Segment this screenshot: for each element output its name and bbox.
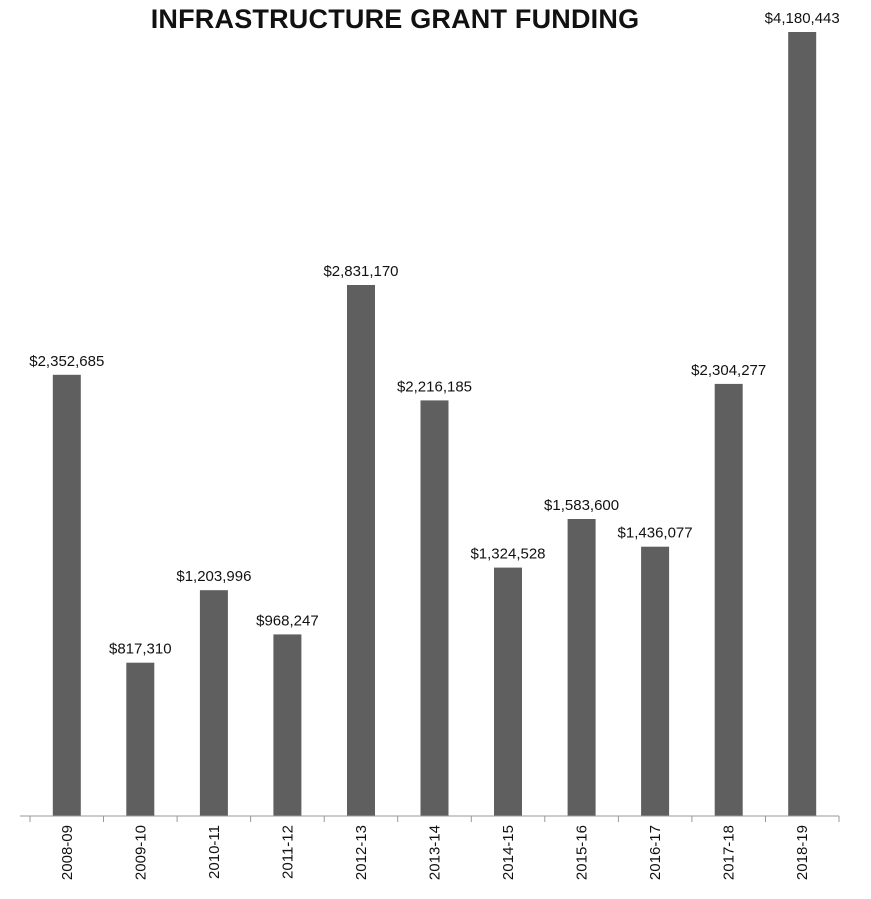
tick-label-2014-15: 2014-15: [500, 825, 517, 880]
value-label-2010-11: $1,203,996: [176, 568, 251, 585]
value-label-2013-14: $2,216,185: [397, 378, 472, 395]
value-label-2009-10: $817,310: [109, 641, 172, 658]
bars-group: [52, 32, 817, 816]
tick-label-2008-09: 2008-09: [59, 825, 76, 880]
value-label-2016-17: $1,436,077: [618, 525, 693, 542]
value-label-2014-15: $1,324,528: [470, 546, 545, 563]
tick-label-2018-19: 2018-19: [794, 825, 811, 880]
tick-label-2017-18: 2017-18: [721, 825, 738, 880]
bar-2011-12: [273, 634, 302, 816]
bar-2010-11: [199, 590, 228, 816]
bar-2008-09: [52, 374, 81, 816]
tick-label-2012-13: 2012-13: [353, 825, 370, 880]
bar-2018-19: [788, 32, 817, 816]
bar-2016-17: [641, 546, 670, 816]
bar-2012-13: [347, 285, 375, 816]
tick-label-2015-16: 2015-16: [574, 825, 591, 880]
bar-2013-14: [420, 400, 449, 816]
value-labels-group: $2,352,685 $817,310 $1,203,996 $968,247 $2,8…: [29, 10, 839, 658]
tick-label-2010-11: 2010-11: [206, 825, 223, 879]
value-label-2018-19: $4,180,443: [765, 10, 840, 27]
chart-title: INFRASTRUCTURE GRANT FUNDING: [150, 4, 640, 34]
bar-2014-15: [494, 567, 522, 816]
bar-2009-10: [126, 662, 155, 816]
x-axis: 2008-09 2009-10 2010-11 2011-12 2012-13 2013-…: [20, 815, 840, 880]
tick-label-2016-17: 2016-17: [647, 825, 664, 880]
value-label-2008-09: $2,352,685: [29, 353, 104, 370]
tick-label-2013-14: 2013-14: [427, 825, 444, 880]
tick-label-2009-10: 2009-10: [132, 825, 149, 880]
bar-2015-16: [567, 519, 596, 816]
value-label-2012-13: $2,831,170: [323, 263, 398, 280]
tick-label-2011-12: 2011-12: [279, 825, 296, 879]
bar-2017-18: [714, 383, 743, 816]
value-label-2011-12: $968,247: [256, 612, 319, 629]
value-label-2015-16: $1,583,600: [544, 497, 619, 514]
value-label-2017-18: $2,304,277: [691, 362, 766, 379]
